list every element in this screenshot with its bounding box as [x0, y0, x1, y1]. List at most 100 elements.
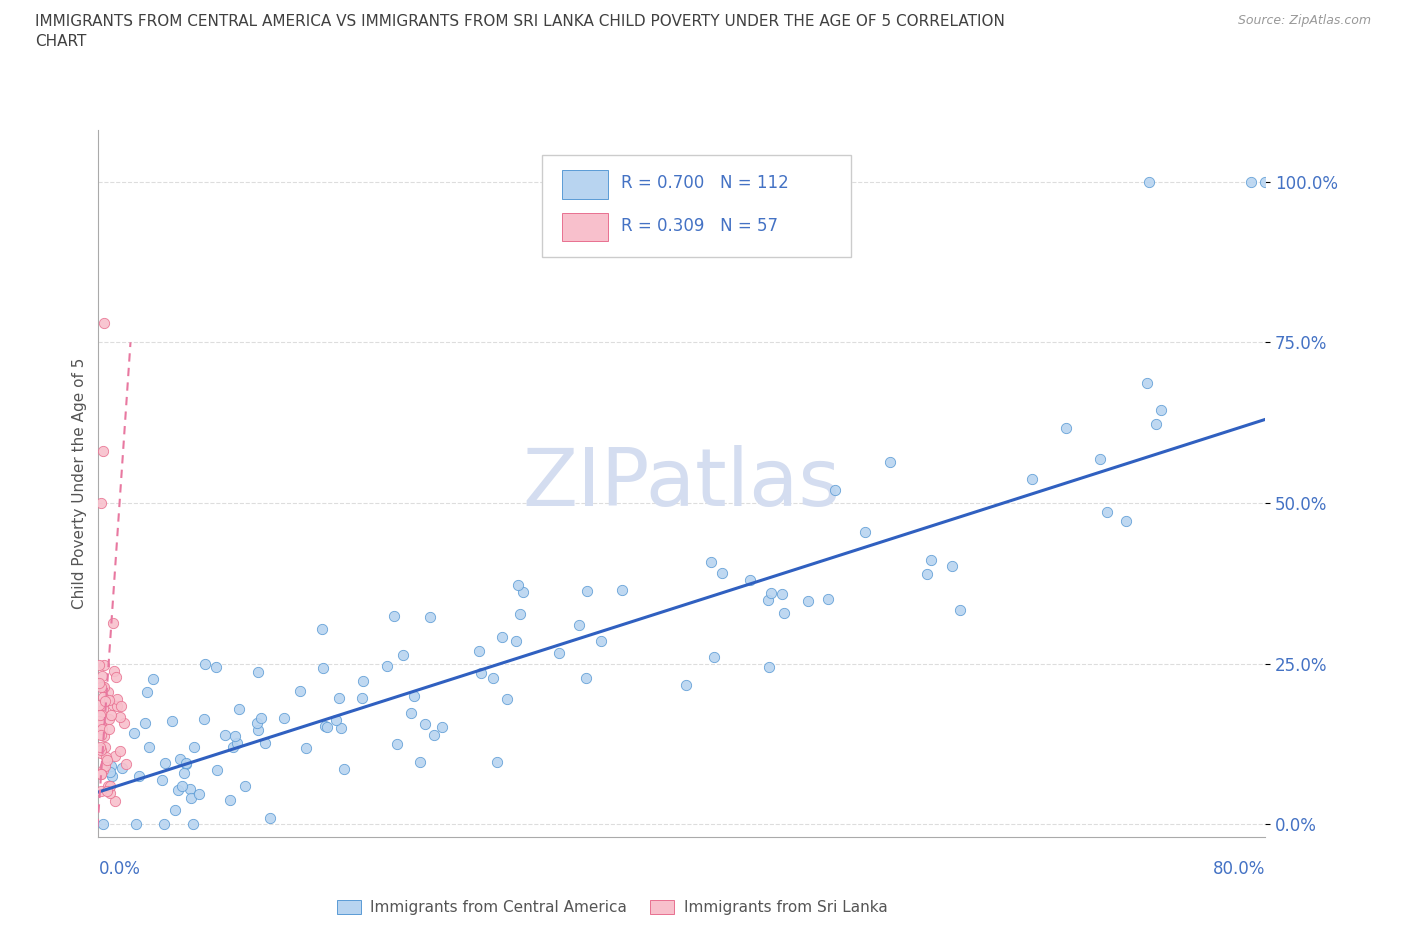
Point [738, 573, 761, 588]
Point [93, 759, 115, 774]
Point [125, 817, 148, 831]
Point [797, 593, 820, 608]
Point [104, 793, 127, 808]
Text: ZIPatlas: ZIPatlas [523, 445, 841, 523]
Point [491, 629, 513, 644]
Point [711, 565, 734, 580]
Point [98, 711, 121, 726]
Point [879, 454, 901, 469]
Point [91, 679, 114, 694]
Point [332, 762, 354, 777]
Point [90, 742, 112, 757]
Point [100, 759, 122, 774]
Point [180, 790, 202, 805]
Point [246, 716, 269, 731]
Point [824, 483, 846, 498]
Point [1021, 472, 1043, 486]
Point [1240, 174, 1263, 189]
Point [89, 708, 111, 723]
Point [96, 784, 118, 799]
Point [761, 585, 783, 600]
Point [589, 633, 612, 648]
Point [218, 792, 240, 807]
Point [315, 720, 337, 735]
Point [174, 757, 197, 772]
Point [314, 719, 336, 734]
Point [91, 444, 114, 458]
Point [101, 698, 124, 712]
Point [90, 766, 112, 781]
Text: CHART: CHART [35, 34, 87, 49]
Point [328, 690, 350, 705]
Point [246, 665, 269, 680]
Point [486, 754, 509, 769]
Point [703, 649, 725, 664]
Point [93, 729, 115, 744]
Point [352, 673, 374, 688]
Point [413, 717, 436, 732]
Point [675, 678, 697, 693]
Point [93, 680, 115, 695]
Point [329, 721, 352, 736]
FancyBboxPatch shape [562, 213, 609, 241]
Legend: Immigrants from Central America, Immigrants from Sri Lanka: Immigrants from Central America, Immigra… [330, 894, 893, 922]
Point [124, 726, 146, 741]
Point [87, 714, 110, 729]
Point [311, 660, 333, 675]
Point [773, 605, 796, 620]
Point [90, 718, 112, 733]
Point [90, 746, 112, 761]
Point [87, 698, 110, 712]
Point [110, 698, 132, 713]
Point [90, 722, 112, 737]
Point [385, 737, 408, 751]
Point [207, 763, 229, 777]
Text: 0.0%: 0.0% [98, 860, 141, 878]
Point [222, 739, 245, 754]
Point [97, 721, 120, 736]
Point [250, 711, 273, 725]
Point [1150, 402, 1173, 417]
Point [110, 744, 132, 759]
Point [90, 680, 112, 695]
Point [104, 749, 127, 764]
Point [915, 567, 938, 582]
Point [193, 711, 215, 726]
Point [98, 764, 121, 779]
Point [204, 659, 226, 674]
Point [90, 727, 112, 742]
Point [758, 659, 780, 674]
Point [352, 690, 374, 705]
Point [325, 712, 347, 727]
Point [409, 755, 432, 770]
Point [105, 692, 128, 707]
Point [153, 755, 176, 770]
Point [181, 817, 204, 831]
Point [226, 736, 249, 751]
Point [111, 761, 134, 776]
Point [135, 684, 157, 699]
Text: IMMIGRANTS FROM CENTRAL AMERICA VS IMMIGRANTS FROM SRI LANKA CHILD POVERTY UNDER: IMMIGRANTS FROM CENTRAL AMERICA VS IMMIG… [35, 14, 1005, 29]
Point [548, 645, 571, 660]
FancyBboxPatch shape [562, 170, 609, 199]
Point [97, 684, 120, 699]
Point [295, 740, 318, 755]
Point [399, 706, 422, 721]
Point [105, 670, 128, 684]
Point [114, 716, 136, 731]
Point [93, 315, 115, 330]
Point [311, 621, 333, 636]
Point [1090, 451, 1112, 466]
Point [138, 739, 160, 754]
Point [920, 552, 942, 567]
Point [568, 618, 591, 632]
Point [103, 663, 125, 678]
Point [169, 751, 191, 766]
Point [98, 786, 121, 801]
Point [382, 608, 405, 623]
Point [100, 779, 122, 794]
Point [128, 768, 150, 783]
Point [1136, 375, 1159, 390]
Point [1054, 420, 1077, 435]
Point [246, 723, 269, 737]
